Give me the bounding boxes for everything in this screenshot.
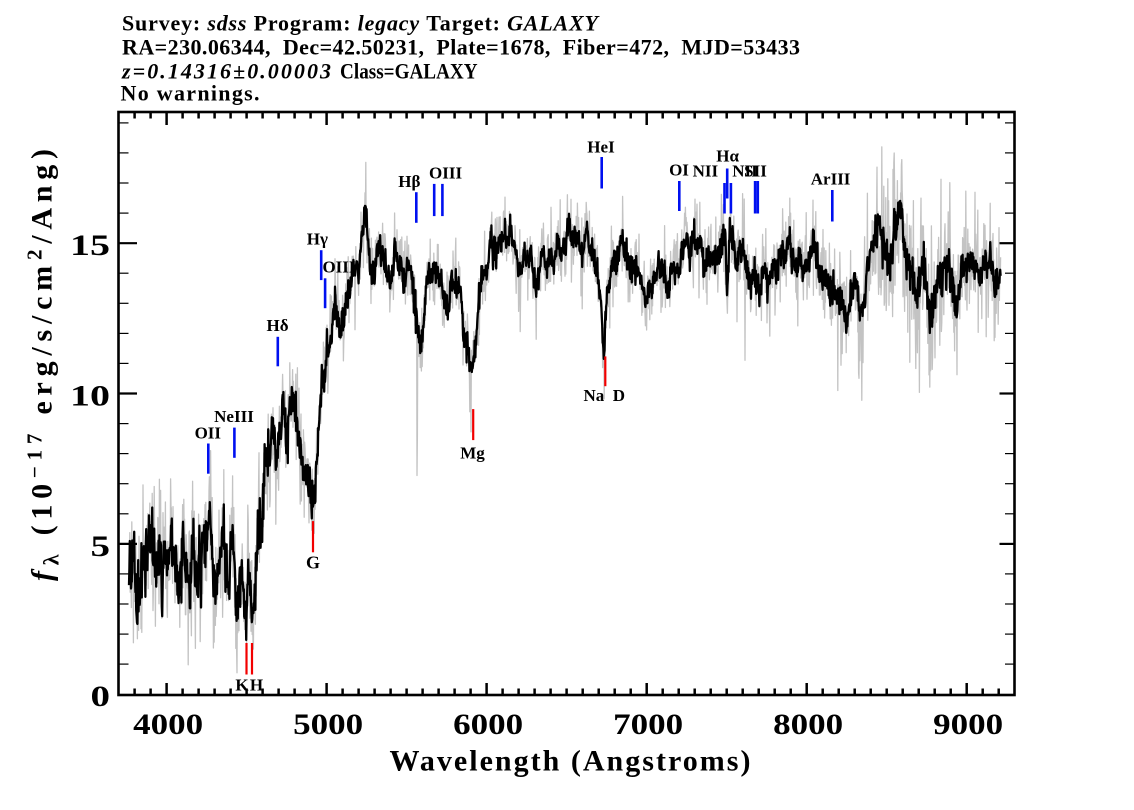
svg-text:0: 0 xyxy=(91,680,111,713)
svg-text:OIII: OIII xyxy=(322,258,355,277)
svg-text:OIII: OIII xyxy=(429,163,462,182)
svg-text:6000: 6000 xyxy=(453,708,523,741)
svg-text:K: K xyxy=(235,675,249,694)
svg-text:HeI: HeI xyxy=(587,138,615,157)
svg-text:Na D: Na D xyxy=(584,386,626,405)
svg-text:NeIII: NeIII xyxy=(214,407,254,426)
svg-text:SII: SII xyxy=(744,162,767,181)
svg-text:9000: 9000 xyxy=(933,708,1003,741)
svg-text:G: G xyxy=(306,553,320,573)
svg-text:4000: 4000 xyxy=(133,708,203,741)
svg-text:Wavelength (Angstroms): Wavelength (Angstroms) xyxy=(390,745,751,778)
svg-text:NII: NII xyxy=(693,162,719,181)
svg-text:Survey: sdss Program: legacy T: Survey: sdss Program: legacy Target: GAL… xyxy=(122,10,601,35)
svg-text:OI: OI xyxy=(669,160,689,179)
svg-text:No warnings.: No warnings. xyxy=(121,80,260,105)
svg-text:Hβ: Hβ xyxy=(398,172,420,191)
svg-text:5: 5 xyxy=(91,530,111,563)
svg-text:8000: 8000 xyxy=(773,708,843,741)
svg-text:Mg: Mg xyxy=(460,443,485,462)
svg-text:15: 15 xyxy=(70,229,110,262)
svg-text:NII: NII xyxy=(732,162,758,181)
svg-text:Hγ: Hγ xyxy=(307,230,328,249)
svg-text:RA=230.06344, Dec=42.50231,: RA=230.06344, Dec=42.50231, Plate=1678, … xyxy=(122,34,800,59)
svg-text:OII: OII xyxy=(195,424,222,443)
svg-text:Hα: Hα xyxy=(716,147,739,166)
svg-text:ArIII: ArIII xyxy=(811,170,851,189)
svg-text:10: 10 xyxy=(70,380,110,413)
svg-text:Hδ: Hδ xyxy=(266,316,288,335)
svg-text:5000: 5000 xyxy=(293,708,363,741)
svg-text:7000: 7000 xyxy=(613,708,683,741)
svg-text:fλ (10−17 erg/s/cm2/Ang): fλ (10−17 erg/s/cm2/Ang) xyxy=(23,149,64,581)
svg-text:H: H xyxy=(250,675,263,694)
